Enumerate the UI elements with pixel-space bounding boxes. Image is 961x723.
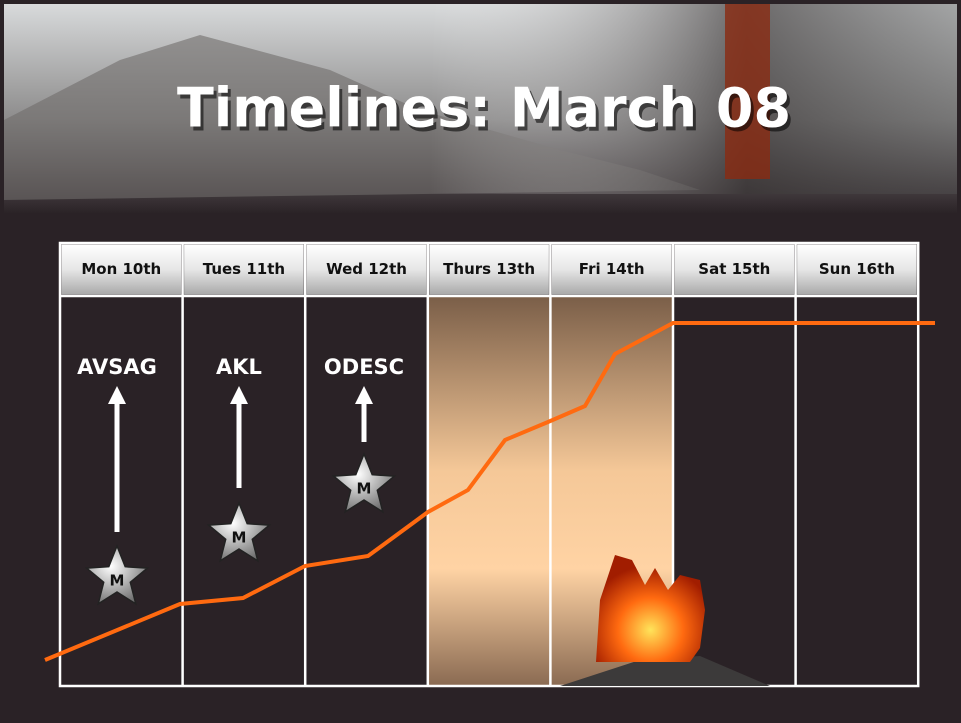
day-label: Mon 10th: [81, 260, 161, 278]
title: Timelines: March 08: [177, 77, 791, 140]
event-label: ODESC: [324, 355, 404, 379]
slide: Timelines: March 08 Timelines: March 08 …: [0, 0, 961, 723]
star-marker: M: [110, 572, 125, 590]
day-label: Wed 12th: [326, 260, 407, 278]
day-label: Fri 14th: [579, 260, 645, 278]
star-marker: M: [232, 529, 247, 547]
day-label: Tues 11th: [203, 260, 285, 278]
highlight-column: [428, 296, 551, 686]
day-label: Sun 16th: [819, 260, 895, 278]
star-marker: M: [357, 480, 372, 498]
day-label: Thurs 13th: [443, 260, 535, 278]
day-label: Sat 15th: [698, 260, 770, 278]
event-label: AKL: [216, 355, 262, 379]
event-label: AVSAG: [77, 355, 157, 379]
